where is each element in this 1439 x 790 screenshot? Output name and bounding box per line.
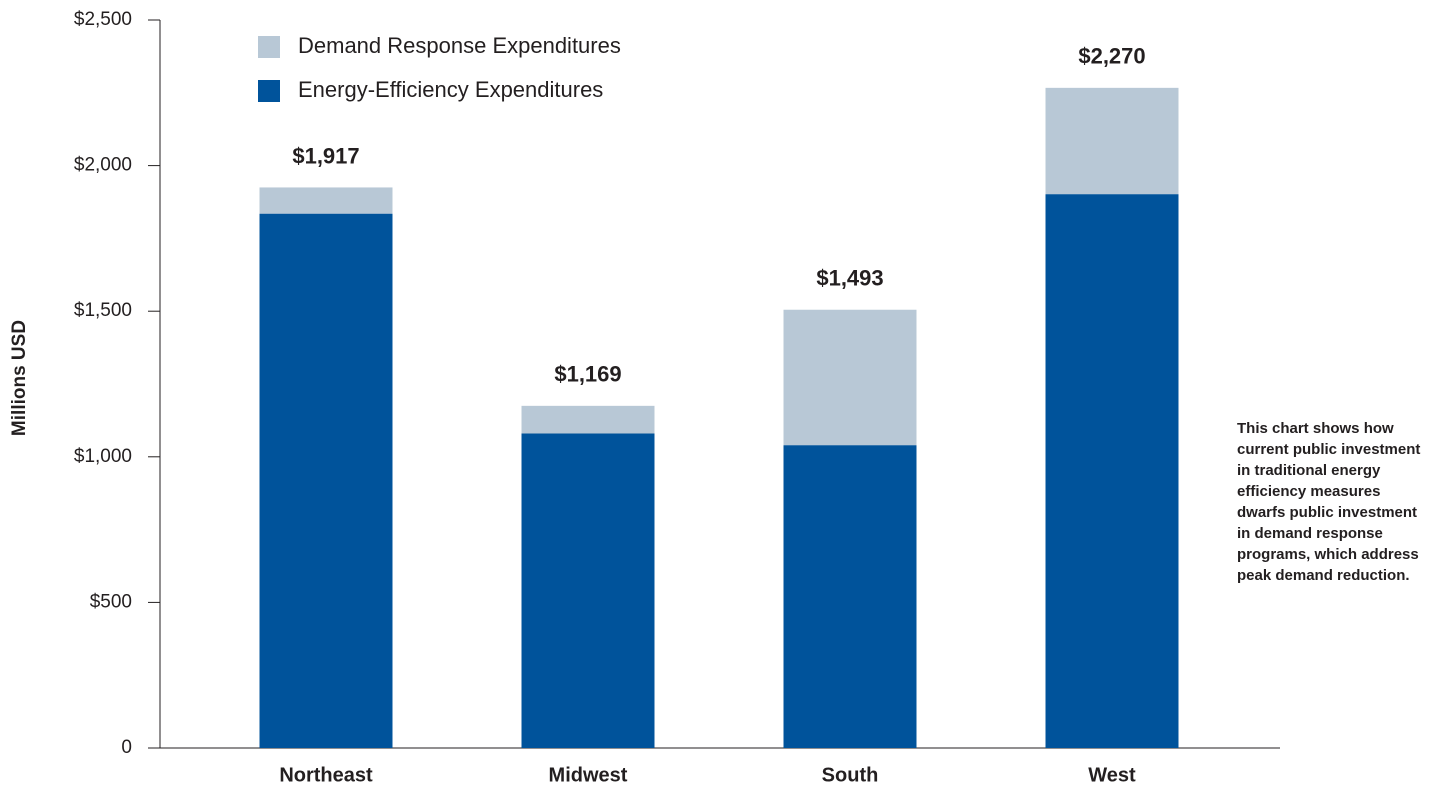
total-label: $1,493 (816, 266, 883, 291)
bar-segment (1045, 194, 1179, 749)
bar-segment (521, 433, 655, 748)
y-tick-label: $500 (90, 591, 132, 612)
legend-label: Demand Response Expenditures (298, 33, 621, 58)
y-tick-label: 0 (121, 737, 132, 758)
y-axis-label: Millions USD (9, 320, 30, 436)
legend-swatch (258, 80, 280, 102)
x-tick-label: Midwest (549, 764, 628, 786)
x-tick-label: South (822, 764, 879, 786)
legend-label: Energy-Efficiency Expenditures (298, 77, 603, 102)
legend-swatch (258, 36, 280, 58)
y-tick-label: $2,500 (74, 9, 132, 30)
y-tick-label: $2,000 (74, 155, 132, 176)
annotation: This chart shows how current public inve… (1237, 420, 1421, 584)
bar-segment (783, 309, 917, 446)
total-label: $2,270 (1078, 44, 1145, 69)
total-label: $1,917 (292, 143, 359, 168)
bar-segment (521, 405, 655, 434)
bar-segment (783, 445, 917, 748)
bar-segment (259, 213, 393, 748)
x-tick-label: West (1088, 764, 1136, 786)
y-tick-label: $1,000 (74, 446, 132, 467)
total-label: $1,169 (554, 362, 621, 387)
y-tick-label: $1,500 (74, 300, 132, 321)
bar-segment (1045, 87, 1179, 195)
bar-segment (259, 187, 393, 214)
x-tick-label: Northeast (279, 764, 373, 786)
